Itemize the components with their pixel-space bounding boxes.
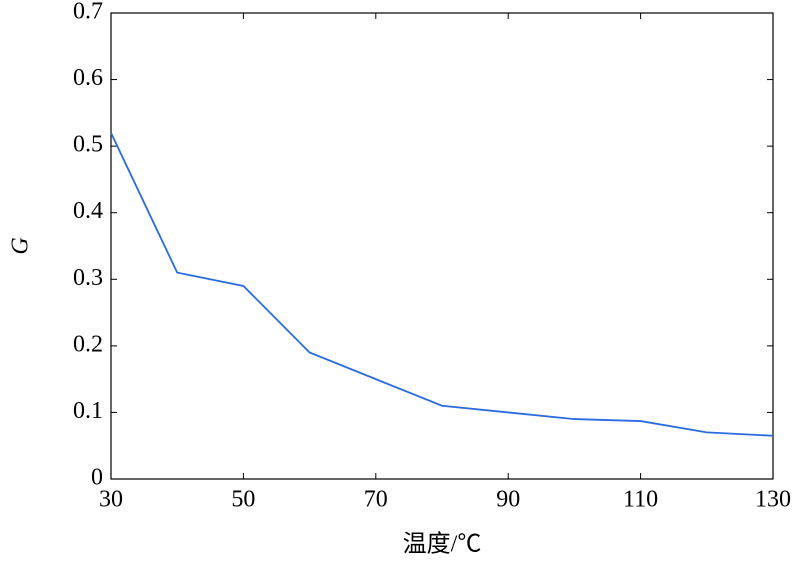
x-tick-label: 110	[623, 487, 658, 513]
plot-frame	[110, 12, 774, 480]
x-tick-label: 70	[364, 487, 388, 513]
x-tick-label: 50	[231, 487, 255, 513]
y-tick-label: 0	[91, 465, 103, 491]
data-line	[110, 132, 774, 437]
y-axis-title: G	[8, 237, 34, 254]
y-tick-label: 0.7	[73, 0, 103, 25]
y-tick-label: 0.1	[73, 398, 103, 424]
x-tick-label: 30	[99, 487, 123, 513]
y-tick-label: 0.6	[73, 65, 103, 91]
y-tick-label: 0.5	[73, 132, 103, 158]
x-tick-label: 90	[496, 487, 520, 513]
y-tick-label: 0.3	[73, 265, 103, 291]
y-tick-label: 0.4	[73, 198, 103, 224]
y-tick-label: 0.2	[73, 331, 103, 357]
x-axis-title: 温度/℃	[403, 531, 482, 558]
x-tick-label: 130	[755, 487, 791, 513]
